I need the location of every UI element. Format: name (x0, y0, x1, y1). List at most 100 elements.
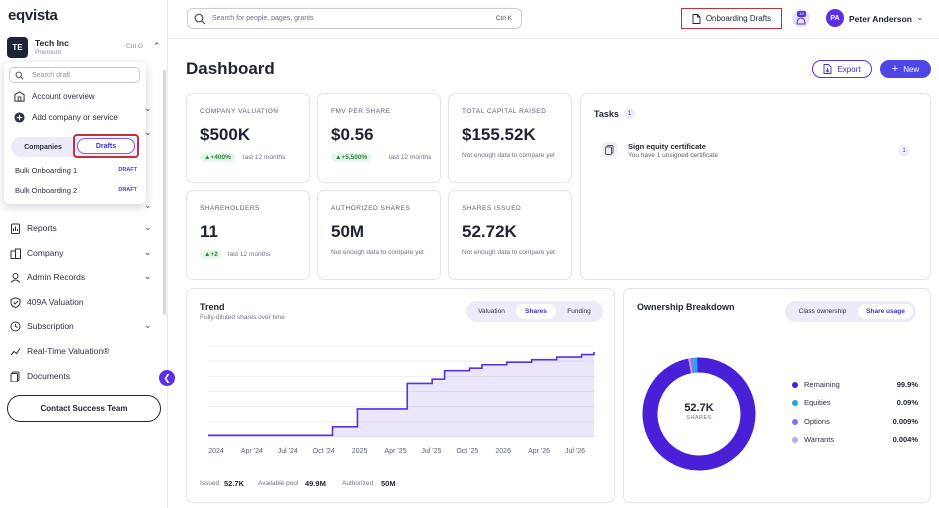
x-tick-label: Apr '26 (528, 448, 551, 455)
legend-item: Remaining 99.9% (792, 379, 918, 391)
legend-item: Warrants 0.004% (792, 434, 918, 446)
chevron-down-icon[interactable]: ⌄ (144, 103, 152, 113)
ownership-donut (642, 357, 756, 471)
sidebar-item-reports[interactable]: Reports ⌄ (0, 218, 160, 240)
chevron-down-icon[interactable]: ⌄ (144, 127, 152, 137)
tab-class-ownership[interactable]: Class ownership (798, 308, 847, 315)
metric-value: 52.72K (462, 222, 517, 241)
chevron-down-icon[interactable]: ⌄ (916, 12, 924, 22)
donut-center-label: SHARES (686, 415, 712, 421)
segment-drafts-highlight: Drafts (73, 134, 139, 158)
app-logo[interactable]: eqvista (8, 7, 58, 24)
metric-change-badge: ▲+2 (200, 250, 222, 259)
metric-card-shareholders: SHAREHOLDERS 11 ▲+2 last 12 months (186, 190, 310, 280)
sidebar-item-company[interactable]: Company ⌄ (0, 243, 160, 265)
sidebar-item-admin-records[interactable]: Admin Records ⌄ (0, 267, 160, 289)
add-company-item[interactable]: Add company or service (14, 110, 142, 126)
segment-companies[interactable]: Companies (24, 143, 62, 151)
metric-label: COMPANY VALUATION (200, 108, 279, 115)
org-shortcut: Ctrl O (126, 43, 143, 50)
new-label: New (903, 64, 920, 74)
copy-icon (602, 142, 617, 157)
x-tick-label: Jul '26 (564, 448, 586, 455)
legend-dot (792, 437, 798, 443)
draft-search-input[interactable]: Search draft (9, 67, 140, 83)
sidebar-scrollbar[interactable] (163, 70, 166, 315)
metric-value: 50M (331, 222, 365, 241)
metric-note: Not enough data to compare yet (331, 249, 424, 256)
draft-item-label: Bulk Onboarding 1 (15, 166, 78, 175)
report-icon (11, 223, 20, 234)
search-placeholder: Search for people, pages, grants (212, 14, 314, 22)
new-button[interactable]: + New (880, 60, 931, 78)
bell-icon (796, 17, 806, 25)
task-title[interactable]: Sign equity certificate (628, 142, 706, 151)
account-overview-label: Account overview (32, 92, 95, 101)
draft-badge: DRAFT (118, 187, 137, 193)
chevron-down-icon: ⌄ (144, 247, 152, 257)
draft-item[interactable]: Bulk Onboarding 1 DRAFT (15, 164, 139, 178)
notification-badge: 18 (797, 11, 806, 17)
account-overview-item[interactable]: Account overview (14, 89, 142, 105)
ownership-tab-toggle: Class ownership Share usage (785, 301, 916, 322)
chevron-left-icon: ❮ (163, 372, 171, 383)
sidebar-item-label: Subscription (27, 321, 74, 331)
search-shortcut: Ctrl K (495, 14, 512, 22)
onboarding-drafts-label: Onboarding Drafts (705, 14, 772, 23)
sidebar-item-documents[interactable]: Documents (0, 366, 160, 388)
admin-records-icon (10, 273, 21, 283)
legend-dot (792, 419, 798, 425)
metric-change-badge: ▲+5,500% (331, 153, 372, 162)
user-avatar[interactable]: PA (826, 9, 844, 27)
legend-value: 99.9% (896, 380, 918, 389)
global-search-input[interactable]: Search for people, pages, grants Ctrl K (187, 8, 522, 29)
donut-slice-remaining[interactable] (642, 357, 756, 471)
sidebar-item-label: Documents (27, 371, 70, 381)
metric-card-fmv-per-share: FMV PER SHARE $0.56 ▲+5,500% last 12 mon… (317, 93, 441, 183)
sidebar-item-409a-valuation[interactable]: 409A Valuation (0, 292, 160, 314)
metric-label: SHAREHOLDERS (200, 205, 260, 212)
company-switcher-dropdown: Search draft Account overview Add compan… (4, 62, 146, 204)
org-badge: TE (7, 37, 28, 58)
user-name[interactable]: Peter Anderson (849, 14, 912, 24)
tab-share-usage[interactable]: Share usage (858, 304, 913, 319)
chevron-down-icon[interactable]: ⌄ (144, 200, 152, 210)
draft-search-placeholder: Search draft (32, 71, 71, 79)
metric-label: AUTHORIZED SHARES (331, 205, 411, 212)
sidebar-item-real-time-valuation[interactable]: Real-Time Valuation® (0, 341, 160, 363)
metric-label: SHARES ISSUED (462, 205, 522, 212)
x-tick-label: Jul '24 (277, 448, 298, 455)
tab-funding[interactable]: Funding (567, 308, 591, 315)
building-icon (14, 91, 25, 102)
x-tick-label: Oct '25 (456, 448, 479, 455)
draft-item[interactable]: Bulk Onboarding 2 DRAFT (15, 184, 139, 198)
legend-dot (792, 382, 798, 388)
org-switcher[interactable]: TE Tech Inc Premium Ctrl O ⌃ (7, 37, 162, 61)
metric-label: FMV PER SHARE (331, 108, 391, 115)
trend-tab-toggle: Valuation Shares Funding (466, 301, 603, 322)
sidebar-item-label: 409A Valuation (27, 297, 84, 307)
footer-authorized-label: Authorized (342, 480, 374, 487)
metric-value: $0.56 (331, 125, 374, 144)
legend-label: Warrants (804, 435, 835, 444)
org-name: Tech Inc (35, 38, 69, 48)
onboarding-drafts-button[interactable]: Onboarding Drafts (681, 8, 782, 29)
segment-drafts[interactable]: Drafts (77, 138, 135, 154)
footer-issued-value: 52.7K (224, 479, 245, 488)
tab-valuation[interactable]: Valuation (478, 308, 505, 315)
tasks-title: Tasks (594, 109, 619, 119)
ownership-title: Ownership Breakdown (637, 302, 735, 312)
collapse-sidebar-button[interactable]: ❮ (159, 370, 175, 386)
document-icon (692, 13, 701, 24)
contact-success-team-button[interactable]: Contact Success Team (7, 395, 161, 422)
sidebar-item-subscription[interactable]: Subscription ⌄ (0, 316, 160, 338)
notifications-button[interactable]: 18 (792, 9, 810, 27)
footer-authorized-value: 50M (381, 479, 396, 488)
tab-shares[interactable]: Shares (516, 304, 556, 319)
draft-badge: DRAFT (118, 167, 137, 173)
metric-value: $155.52K (462, 125, 536, 144)
x-tick-label: Apr '24 (240, 448, 263, 455)
legend-label: Equities (804, 398, 831, 407)
export-button[interactable]: Export (812, 60, 872, 78)
export-label: Export (837, 64, 861, 74)
